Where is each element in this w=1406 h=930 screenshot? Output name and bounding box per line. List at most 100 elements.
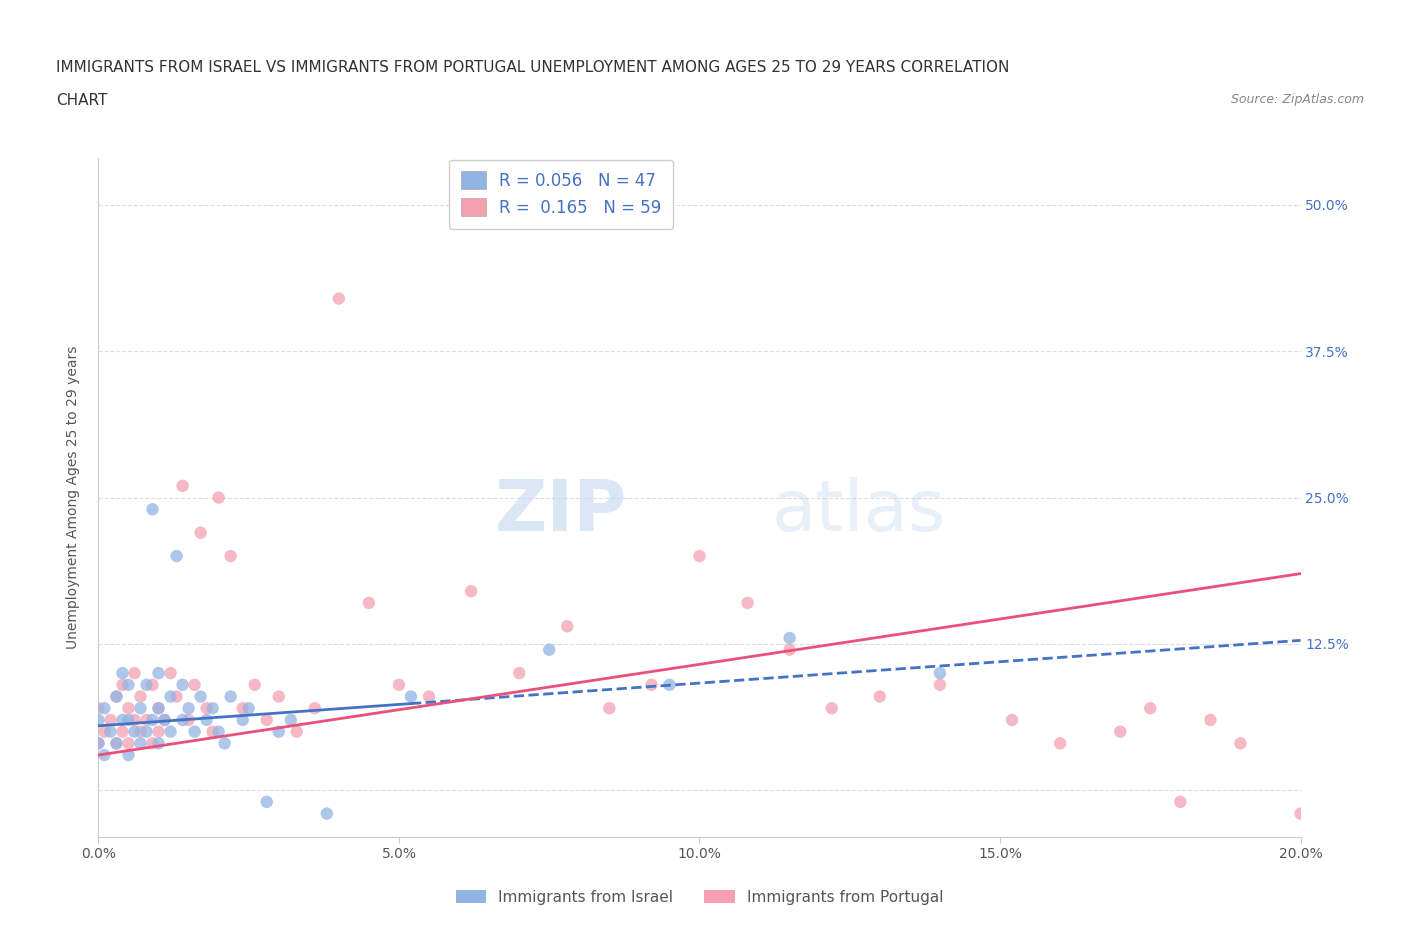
Y-axis label: Unemployment Among Ages 25 to 29 years: Unemployment Among Ages 25 to 29 years: [66, 346, 80, 649]
Point: [460, 584, 482, 599]
Point: [214, 736, 236, 751]
Point: [105, 689, 128, 704]
Point: [105, 689, 128, 704]
Point: [1170, 794, 1192, 809]
Point: [1049, 736, 1071, 751]
Point: [87, 712, 110, 727]
Point: [201, 701, 224, 716]
Point: [153, 712, 176, 727]
Text: Source: ZipAtlas.com: Source: ZipAtlas.com: [1230, 93, 1364, 106]
Point: [148, 701, 170, 716]
Point: [1289, 806, 1312, 821]
Point: [117, 677, 139, 692]
Point: [418, 689, 440, 704]
Point: [87, 736, 110, 751]
Point: [598, 701, 620, 716]
Point: [148, 666, 170, 681]
Text: CHART: CHART: [56, 93, 108, 108]
Point: [129, 724, 152, 739]
Point: [201, 724, 224, 739]
Point: [555, 618, 578, 633]
Legend: Immigrants from Israel, Immigrants from Portugal: Immigrants from Israel, Immigrants from …: [450, 884, 949, 910]
Point: [159, 689, 181, 704]
Point: [357, 595, 380, 610]
Point: [87, 701, 110, 716]
Point: [208, 490, 231, 505]
Point: [153, 712, 176, 727]
Point: [689, 549, 711, 564]
Point: [148, 736, 170, 751]
Point: [141, 736, 163, 751]
Point: [1139, 701, 1161, 716]
Point: [219, 689, 242, 704]
Point: [129, 689, 152, 704]
Text: atlas: atlas: [772, 477, 946, 546]
Point: [141, 712, 163, 727]
Point: [135, 724, 157, 739]
Point: [208, 724, 231, 739]
Point: [111, 666, 134, 681]
Text: IMMIGRANTS FROM ISRAEL VS IMMIGRANTS FROM PORTUGAL UNEMPLOYMENT AMONG AGES 25 TO: IMMIGRANTS FROM ISRAEL VS IMMIGRANTS FRO…: [56, 60, 1010, 75]
Point: [219, 549, 242, 564]
Point: [111, 724, 134, 739]
Point: [195, 712, 218, 727]
Point: [172, 478, 194, 493]
Point: [159, 666, 181, 681]
Point: [148, 701, 170, 716]
Point: [285, 724, 308, 739]
Point: [267, 689, 290, 704]
Point: [737, 595, 759, 610]
Point: [508, 666, 530, 681]
Point: [640, 677, 662, 692]
Point: [190, 525, 212, 540]
Point: [159, 724, 181, 739]
Point: [100, 724, 122, 739]
Point: [124, 712, 146, 727]
Point: [328, 291, 350, 306]
Point: [166, 689, 188, 704]
Point: [135, 677, 157, 692]
Point: [538, 643, 561, 658]
Point: [821, 701, 844, 716]
Point: [1001, 712, 1024, 727]
Point: [93, 724, 115, 739]
Point: [195, 701, 218, 716]
Point: [190, 689, 212, 704]
Point: [267, 724, 290, 739]
Point: [93, 701, 115, 716]
Point: [117, 701, 139, 716]
Point: [129, 736, 152, 751]
Point: [399, 689, 422, 704]
Point: [111, 712, 134, 727]
Point: [929, 677, 952, 692]
Point: [315, 806, 337, 821]
Point: [658, 677, 681, 692]
Point: [232, 701, 254, 716]
Point: [129, 701, 152, 716]
Point: [280, 712, 302, 727]
Point: [1199, 712, 1222, 727]
Point: [111, 677, 134, 692]
Point: [238, 701, 260, 716]
Point: [256, 794, 278, 809]
Point: [148, 724, 170, 739]
Point: [100, 712, 122, 727]
Point: [929, 666, 952, 681]
Point: [243, 677, 266, 692]
Point: [183, 677, 205, 692]
Point: [1109, 724, 1132, 739]
Point: [166, 549, 188, 564]
Point: [117, 712, 139, 727]
Point: [93, 748, 115, 763]
Point: [135, 712, 157, 727]
Point: [177, 701, 200, 716]
Point: [124, 666, 146, 681]
Point: [172, 677, 194, 692]
Point: [779, 643, 801, 658]
Point: [256, 712, 278, 727]
Point: [124, 724, 146, 739]
Point: [779, 631, 801, 645]
Point: [105, 736, 128, 751]
Point: [141, 677, 163, 692]
Point: [183, 724, 205, 739]
